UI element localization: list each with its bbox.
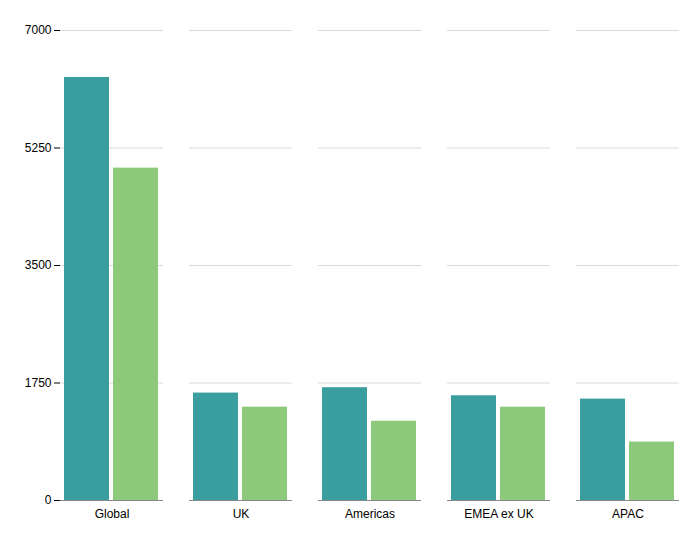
svg-text:3500: 3500	[25, 258, 52, 272]
svg-text:1750: 1750	[25, 376, 52, 390]
svg-text:EMEA ex UK: EMEA ex UK	[464, 507, 533, 521]
svg-text:Global: Global	[95, 507, 130, 521]
svg-text:UK: UK	[233, 507, 250, 521]
svg-text:7000: 7000	[25, 23, 52, 37]
svg-text:5250: 5250	[25, 141, 52, 155]
svg-text:APAC: APAC	[612, 507, 644, 521]
svg-text:Americas: Americas	[345, 507, 395, 521]
svg-text:0: 0	[45, 493, 52, 507]
